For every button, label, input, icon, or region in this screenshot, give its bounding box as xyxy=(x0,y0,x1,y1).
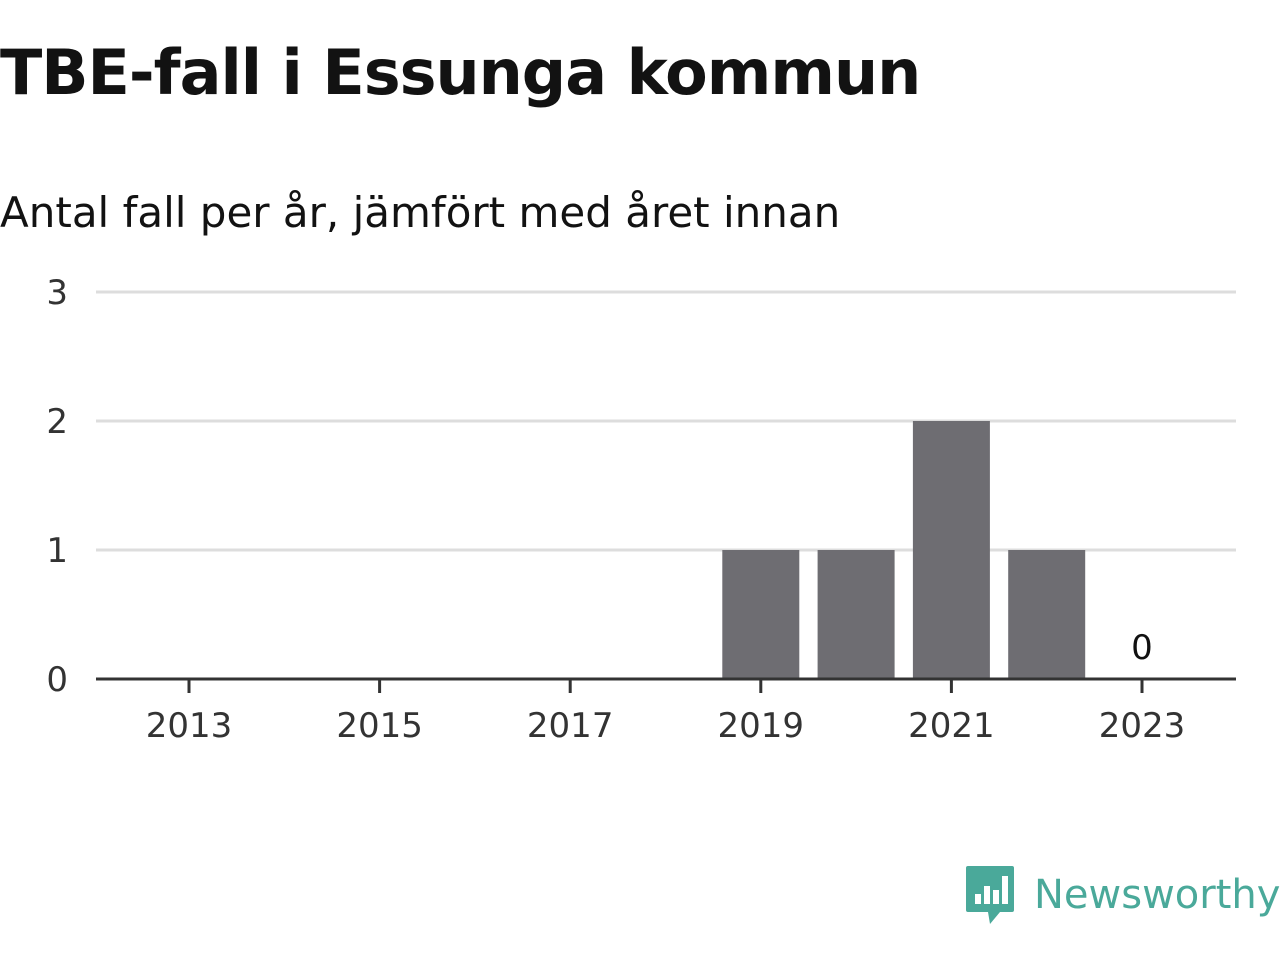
bar xyxy=(817,550,895,679)
data-label: 0 xyxy=(1131,628,1153,668)
bar-chart: 0 1 2 3 0 2013 2015 2017 2019 2021 2023 xyxy=(46,273,1236,746)
y-tick-label: 0 xyxy=(46,660,68,700)
x-tick-label: 2013 xyxy=(146,706,233,746)
brand-name: Newsworthy xyxy=(1034,872,1280,918)
x-tick-label: 2023 xyxy=(1099,706,1186,746)
newsworthy-logo: Newsworthy xyxy=(964,864,1280,926)
chart-title: TBE-fall i Essunga kommun xyxy=(0,36,921,109)
y-tick-label: 3 xyxy=(46,273,68,313)
x-tick-label: 2017 xyxy=(527,706,614,746)
chart-subtitle: Antal fall per år, jämfört med året inna… xyxy=(0,188,841,237)
y-tick-label: 2 xyxy=(46,402,68,442)
bar xyxy=(722,550,800,679)
y-tick-label: 1 xyxy=(46,531,68,571)
x-tick-label: 2021 xyxy=(908,706,995,746)
bar xyxy=(912,421,990,679)
x-tick-label: 2019 xyxy=(718,706,805,746)
x-tick-label: 2015 xyxy=(336,706,423,746)
newsworthy-logo-icon xyxy=(966,866,1014,924)
bar xyxy=(1008,550,1086,679)
